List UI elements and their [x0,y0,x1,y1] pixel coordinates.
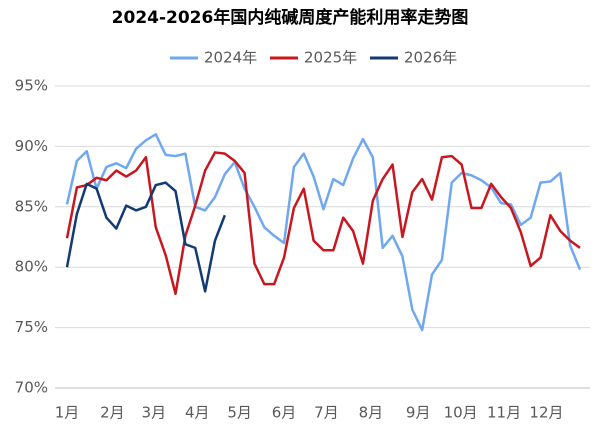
x-tick-label: 2月 [100,404,125,422]
x-tick-label: 11月 [487,404,521,422]
x-tick-label: 12月 [529,404,563,422]
series-line [65,181,227,293]
x-tick-label: 6月 [272,404,297,422]
x-tick-label: 7月 [314,404,339,422]
chart-title: 2024-2026年国内纯碱周度产能利用率走势图 [112,7,469,28]
x-tick-label: 10月 [444,404,478,422]
y-tick-label: 90% [15,137,48,155]
x-tick-label: 1月 [55,404,80,422]
y-tick-label: 70% [15,379,48,397]
x-tick-label: 4月 [185,404,210,422]
y-tick-label: 95% [15,77,48,95]
legend-label: 2025年 [304,49,357,67]
x-tick-label: 5月 [227,404,252,422]
legend-label: 2026年 [404,49,457,67]
y-tick-label: 80% [15,258,48,276]
x-tick-label: 3月 [142,404,167,422]
y-tick-label: 85% [15,197,48,215]
series-line [65,133,582,332]
x-tick-label: 9月 [406,404,431,422]
y-tick-label: 75% [15,318,48,336]
series-line [65,151,581,296]
x-tick-label: 8月 [359,404,384,422]
legend-label: 2024年 [204,49,257,67]
